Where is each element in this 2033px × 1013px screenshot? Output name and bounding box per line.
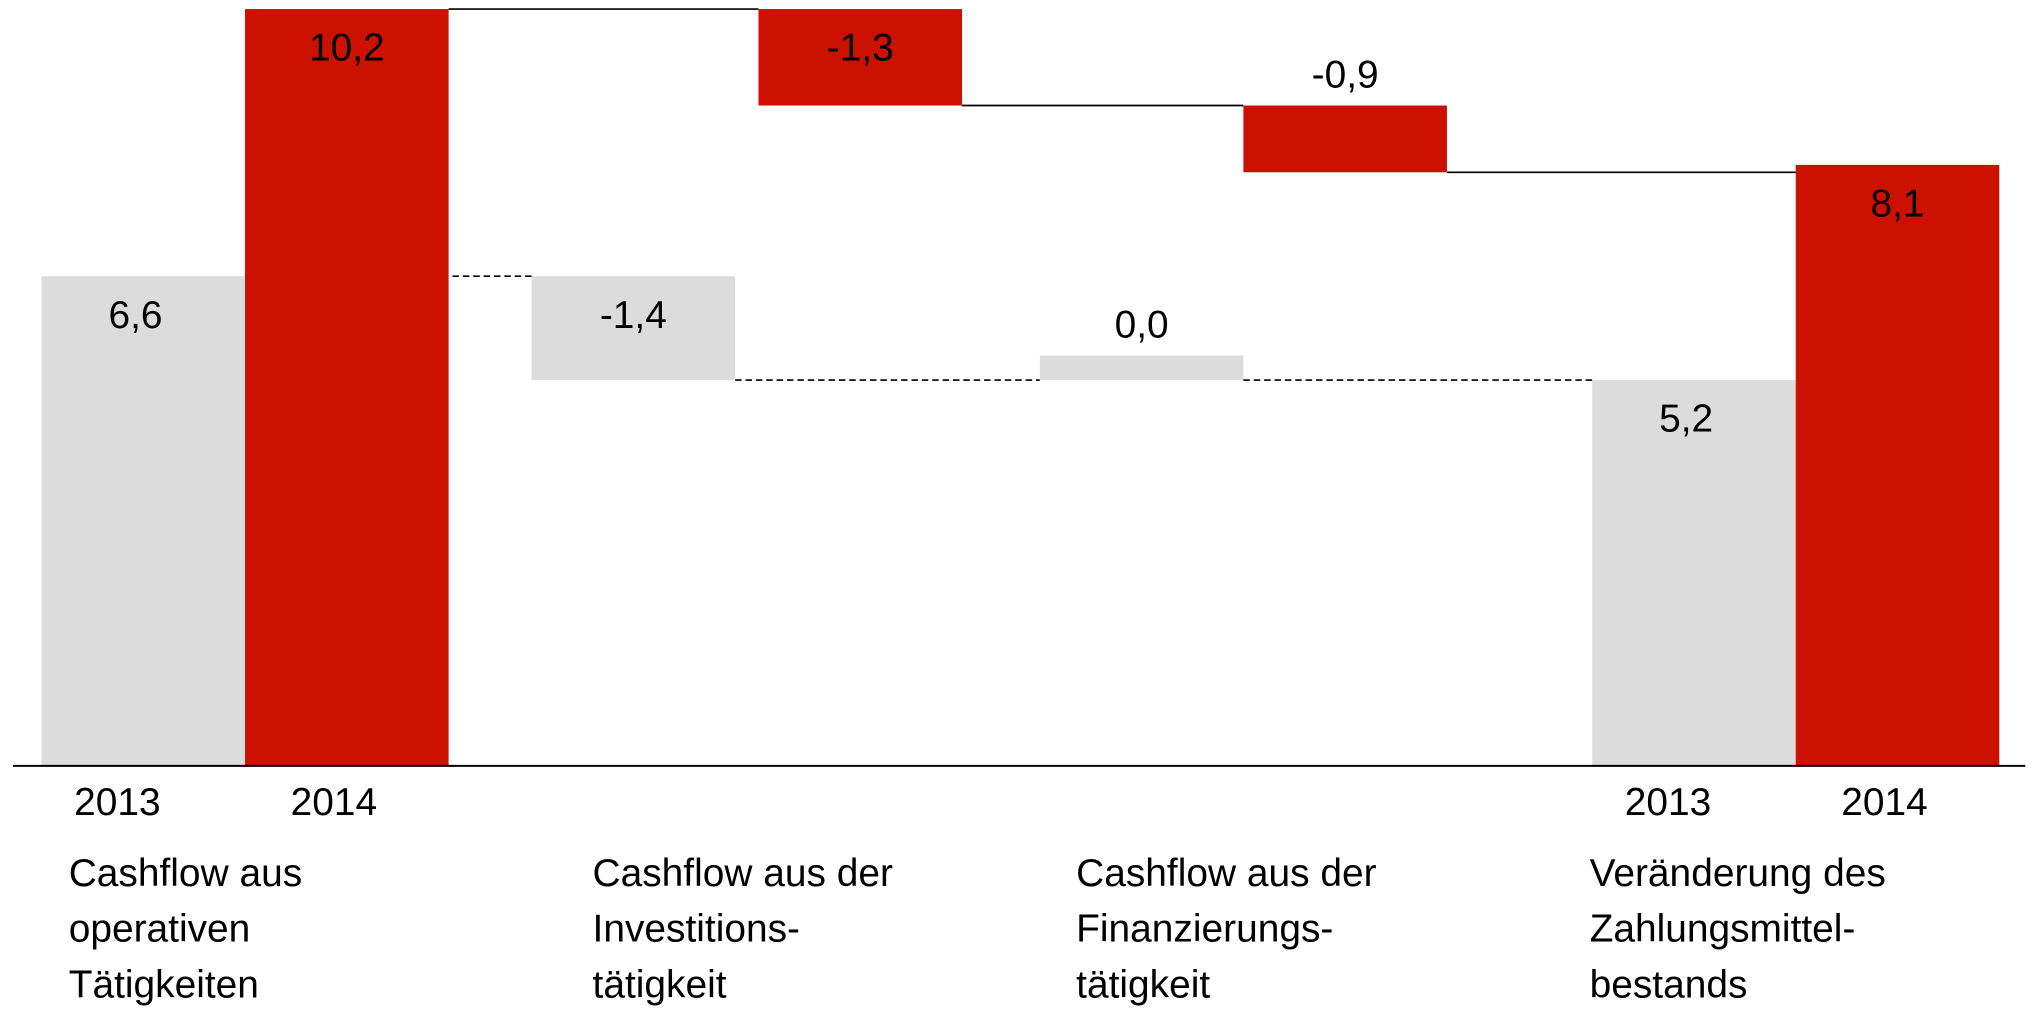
category-label: bestands bbox=[1590, 963, 1748, 1006]
bar bbox=[758, 9, 963, 106]
bar bbox=[1039, 355, 1244, 381]
bar bbox=[531, 276, 736, 381]
bar bbox=[245, 9, 449, 766]
series-label: 2013 bbox=[1625, 781, 1712, 824]
series-label: 2013 bbox=[74, 781, 161, 824]
bar bbox=[1243, 105, 1447, 173]
category-label: Veränderung des bbox=[1590, 852, 1886, 895]
value-label: -0,9 bbox=[1312, 53, 1379, 96]
series-label: 2014 bbox=[291, 781, 378, 824]
value-label: 8,1 bbox=[1870, 183, 1924, 226]
category-label: tätigkeit bbox=[1076, 963, 1210, 1006]
category-label: Cashflow aus bbox=[69, 852, 302, 895]
category-label: Zahlungsmittel- bbox=[1590, 908, 1856, 951]
value-label: 10,2 bbox=[309, 27, 385, 70]
category-label: Tätigkeiten bbox=[69, 963, 259, 1006]
category-label: operativen bbox=[69, 908, 251, 951]
bar bbox=[41, 276, 246, 766]
category-label: Finanzierungs- bbox=[1076, 908, 1333, 951]
series-label: 2014 bbox=[1841, 781, 1928, 824]
value-label: 0,0 bbox=[1115, 303, 1169, 346]
value-label: -1,4 bbox=[600, 294, 667, 337]
value-label: 5,2 bbox=[1659, 398, 1713, 441]
category-label: Cashflow aus der bbox=[1076, 852, 1377, 895]
bar bbox=[1592, 380, 1796, 766]
value-label: 6,6 bbox=[108, 294, 162, 337]
category-label: tätigkeit bbox=[593, 963, 727, 1006]
category-label: Cashflow aus der bbox=[593, 852, 894, 895]
value-label: -1,3 bbox=[827, 27, 894, 70]
category-label: Investitions- bbox=[593, 908, 800, 951]
bar bbox=[1795, 164, 2000, 766]
